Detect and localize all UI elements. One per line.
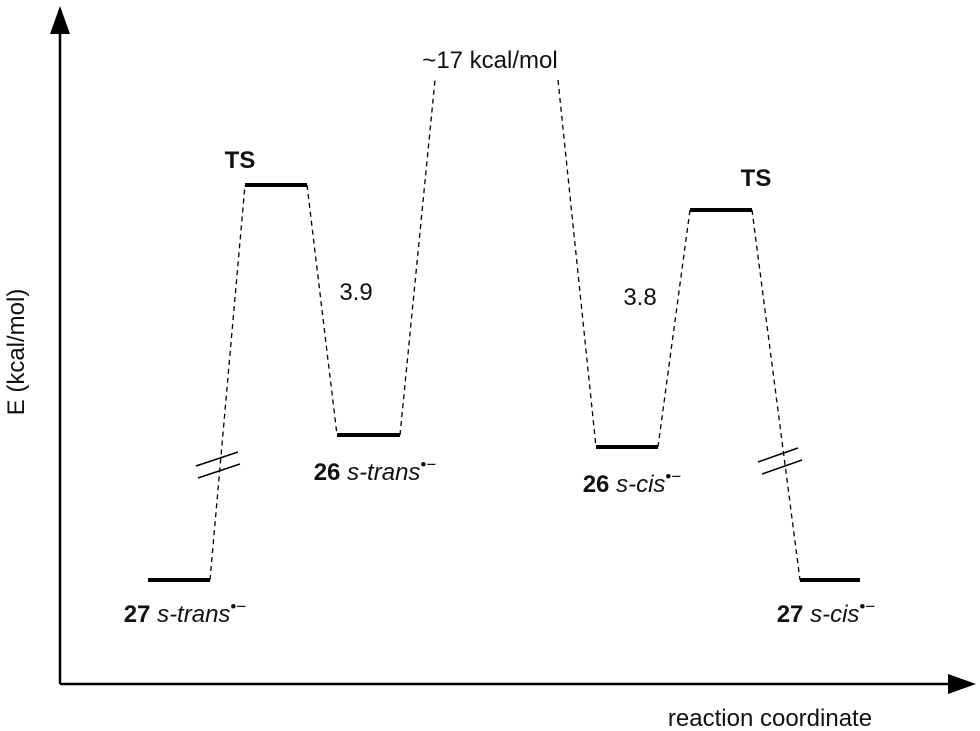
barrier-label: ~17 kcal/mol (422, 47, 557, 74)
species-label: 27 s-trans•− (124, 597, 247, 628)
conformer: s-trans (347, 459, 420, 486)
ts-label: TS (225, 147, 256, 174)
y-arrow (50, 6, 70, 34)
charge: •− (420, 455, 436, 474)
species-label: 26 s-cis•− (583, 467, 682, 498)
compound: 26 (583, 471, 610, 498)
x-label: reaction coordinate (668, 705, 872, 731)
conformer: s-trans (157, 601, 230, 628)
conformer: s-cis (810, 601, 859, 628)
connectors (195, 79, 803, 581)
compound: 26 (314, 459, 341, 486)
species-label: 26 s-trans•− (314, 455, 437, 486)
charge: •− (665, 467, 681, 486)
charge: •− (859, 597, 875, 616)
species-label: 27 s-cis•− (777, 597, 876, 628)
charge: •− (230, 597, 246, 616)
ts-label: TS (741, 165, 772, 192)
barrier-label: 3.9 (339, 279, 372, 306)
x-arrow (948, 674, 976, 694)
compound: 27 (124, 601, 151, 628)
compound: 27 (777, 601, 804, 628)
conformer: s-cis (616, 471, 665, 498)
y-label: E (kcal/mol) (3, 289, 30, 416)
barrier-label: 3.8 (623, 284, 656, 311)
